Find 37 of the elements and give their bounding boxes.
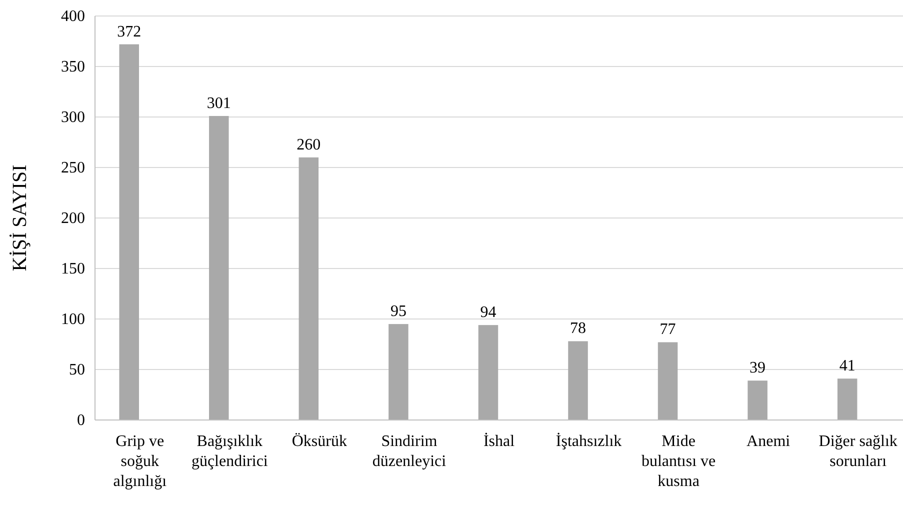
y-tick-label: 400 [61,8,85,26]
y-tick-label: 250 [61,160,85,177]
y-tick-label: 100 [61,311,85,328]
bar [748,380,768,420]
bar [478,325,498,420]
x-tick-label: Öksürük [292,433,347,450]
bar [119,44,139,420]
data-label: 41 [839,358,856,375]
x-tick-label: Grip ve soğuk algınlığı [113,433,168,490]
y-tick-label: 50 [69,362,85,379]
y-tick-label: 0 [77,412,85,430]
data-label: 260 [296,136,321,154]
y-tick-label: 150 [61,260,85,278]
data-label: 94 [480,304,496,322]
x-tick-label: İştahsızlık [556,432,622,450]
bar [837,378,858,420]
data-label: 77 [660,321,676,338]
x-tick-label: İshal [483,432,516,450]
x-tick-label: Mide bulantısı ve kusma [641,433,716,490]
data-label: 39 [750,360,766,377]
bar [209,116,229,420]
x-tick-label: Bağışıklık güçlendirici [191,433,268,470]
bar [658,342,678,420]
y-tick-label: 200 [61,210,85,228]
data-label: 95 [390,303,406,320]
y-tick-label: 350 [61,58,85,76]
y-axis-title: KİŞİ SAYISI [9,164,31,272]
x-tick-label: Diğer sağlık sorunları [818,433,898,470]
data-label: 372 [117,23,142,40]
x-tick-label: Sindirim düzenleyici [372,433,447,470]
data-label: 78 [570,320,586,338]
data-label: 301 [206,94,231,112]
x-tick-label: Anemi [746,433,791,450]
bar [298,157,319,420]
bar [568,341,588,420]
y-tick-label: 300 [61,109,85,126]
bar [388,324,408,420]
